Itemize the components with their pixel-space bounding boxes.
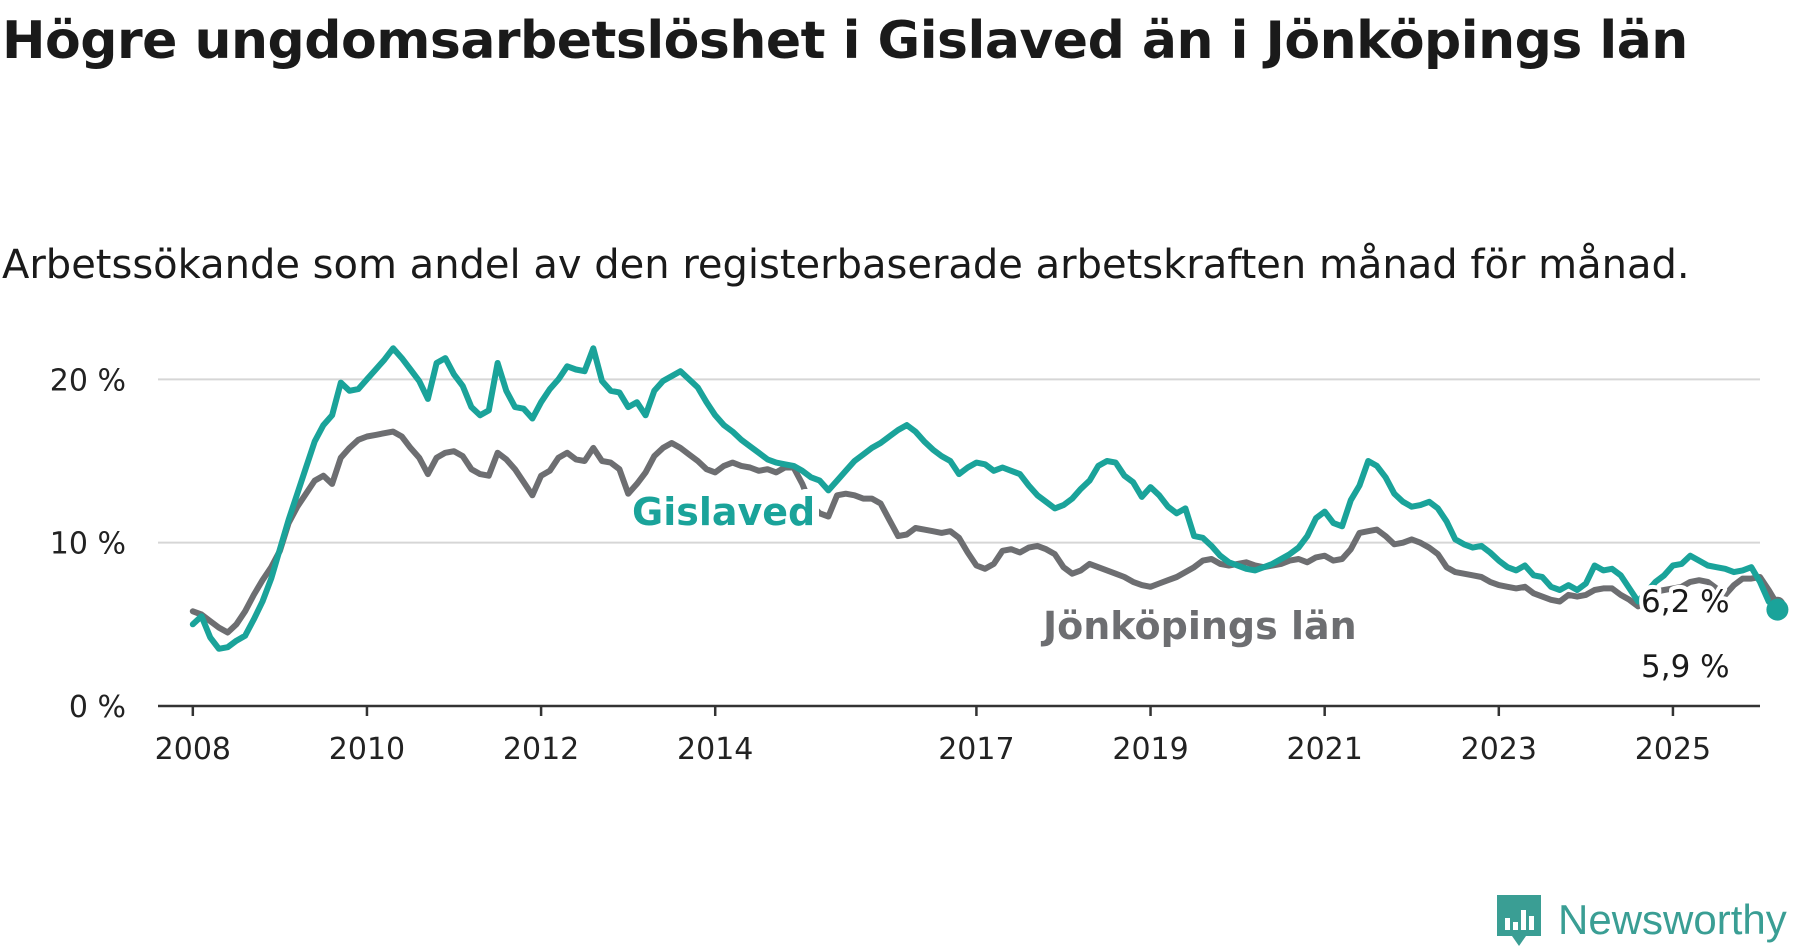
x-tick-label: 2012 (503, 732, 579, 767)
chart-subtitle: Arbetssökande som andel av den registerb… (2, 242, 1690, 288)
end-label-gislaved: 5,9 % (1641, 649, 1730, 685)
newsworthy-logo-icon (1497, 895, 1541, 946)
x-tick-label: 2025 (1635, 732, 1711, 767)
x-tick-label: 2010 (329, 732, 405, 767)
x-tick-label: 2017 (938, 732, 1014, 767)
y-tick-label: 10 % (50, 527, 126, 562)
x-tick-label: 2014 (677, 732, 753, 767)
newsworthy-logo-text: Newsworthy (1558, 896, 1787, 943)
series-labels: 6,2 % 5,9 % Gislaved Jönköpings län (625, 483, 1734, 689)
x-tick-label: 2008 (155, 732, 231, 767)
y-tick-label: 20 % (50, 363, 126, 398)
y-tick-label: 0 % (69, 690, 126, 725)
series-line-jonkopings-lan (189, 428, 1781, 636)
x-tick-label: 2023 (1461, 732, 1537, 767)
x-tick-label: 2021 (1286, 732, 1362, 767)
series-line-gislaved (189, 345, 1781, 652)
series-label-gislaved: Gislaved (632, 490, 815, 534)
series-lines (189, 345, 1789, 652)
series-label-jonkopings-lan: Jönköpings län (1040, 604, 1357, 648)
newsworthy-logo: Newsworthy (1494, 888, 1787, 952)
end-dot-gislaved (1766, 598, 1789, 621)
gridlines (158, 378, 1760, 544)
x-tick-label: 2019 (1112, 732, 1188, 767)
end-label-jonkopings-lan: 6,2 % (1641, 584, 1730, 620)
axes: 0 % 10 % 20 % 2008 2010 2012 2014 2017 2019 2021 2… (50, 363, 1760, 767)
chart-title: Högre ungdomsarbetslöshet i Gislaved än … (2, 11, 1688, 71)
